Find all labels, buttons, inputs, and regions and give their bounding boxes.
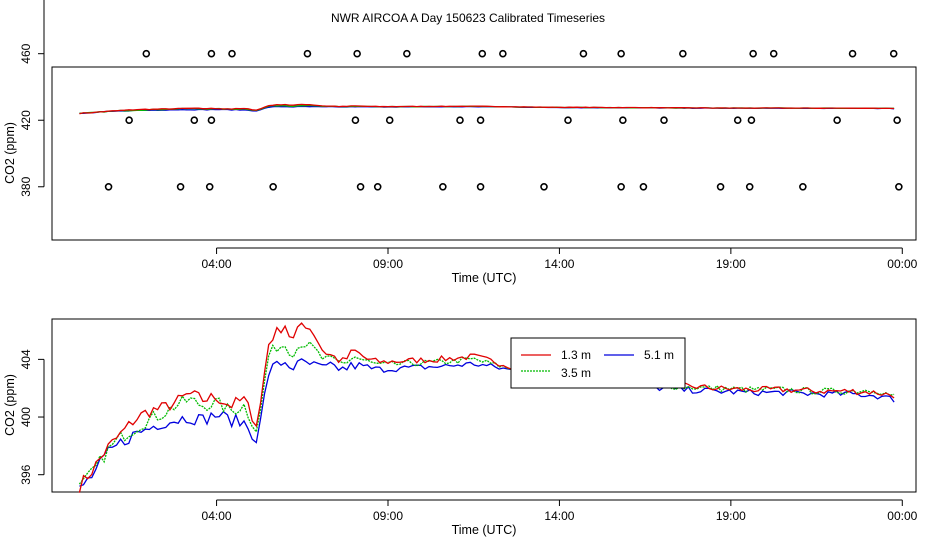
series-line-13m [78, 322, 895, 493]
scatter-point [564, 116, 572, 125]
scatter-point [848, 49, 857, 58]
scatter-point [579, 49, 588, 58]
legend: 1.3 m 5.1 m 3.5 m [510, 337, 686, 389]
top-series-line-13m [79, 103, 895, 115]
bottom-panel: 04:00 09:00 14:00 19:00 00:00 396 400 404 Time… [3, 318, 918, 537]
legend-label-1: 1.3 m [561, 348, 591, 362]
x-tick-label: 14:00 [544, 509, 574, 523]
scatter-point [799, 182, 807, 191]
x-tick-label: 19:00 [716, 509, 746, 523]
top-x-axis-label: Time (UTC) [452, 271, 517, 285]
top-y-axis-label: CO2 (ppm) [3, 122, 17, 184]
scatter-point [499, 49, 507, 58]
y-tick-label: 380 [19, 176, 33, 196]
y-tick-label: 420 [19, 110, 33, 130]
scatter-point [476, 182, 485, 191]
scatter-point [733, 116, 742, 125]
scatter-point [125, 116, 133, 125]
scatter-point [205, 182, 214, 191]
x-tick-label: 19:00 [716, 257, 746, 271]
x-tick-label: 14:00 [544, 257, 574, 271]
scatter-point [190, 116, 199, 125]
scatter-point [769, 49, 778, 58]
scatter-point [895, 182, 903, 191]
x-tick-label: 09:00 [373, 257, 403, 271]
scatter-point [303, 49, 312, 58]
scatter-point [745, 182, 754, 191]
x-tick-label: 04:00 [202, 257, 232, 271]
bottom-y-axis-label: CO2 (ppm) [3, 374, 17, 436]
series-line-35m [78, 341, 895, 485]
bottom-x-axis-label: Time (UTC) [452, 523, 517, 537]
y-tick-label: 396 [19, 464, 33, 484]
scatter-point [353, 49, 361, 58]
x-tick-label: 00:00 [887, 257, 917, 271]
x-tick-label: 09:00 [373, 509, 403, 523]
scatter-point [356, 182, 365, 191]
x-tick-label: 04:00 [202, 509, 232, 523]
scatter-point [207, 116, 216, 125]
legend-box [510, 337, 686, 389]
scatter-point [385, 116, 394, 125]
series-line-51m [79, 358, 895, 487]
scatter-point [660, 116, 668, 125]
legend-label-2: 5.1 m [644, 348, 674, 362]
scatter-point [617, 49, 625, 58]
scatter-point [176, 182, 185, 191]
scatter-point [228, 49, 236, 58]
scatter-point [403, 49, 411, 58]
top-series-lines [79, 103, 895, 115]
scatter-point [679, 49, 687, 58]
scatter-point [142, 49, 151, 58]
top-x-axis: 04:00 09:00 14:00 19:00 00:00 [202, 247, 918, 271]
scatter-point [456, 116, 464, 125]
scatter-point [747, 116, 756, 125]
y-tick-label: 404 [19, 349, 33, 369]
scatter-point [617, 182, 625, 191]
scatter-point [619, 116, 627, 125]
scatter-point [207, 49, 216, 58]
legend-label-3: 3.5 m [561, 366, 591, 380]
scatter-point [478, 49, 487, 58]
x-tick-label: 00:00 [887, 509, 917, 523]
top-plot-frame [51, 66, 917, 241]
y-tick-label: 400 [19, 407, 33, 427]
scatter-point [439, 182, 447, 191]
top-scatter-points [104, 49, 903, 191]
scatter-point [351, 116, 360, 125]
scatter-point [476, 116, 485, 125]
bottom-y-axis: 396 400 404 [19, 349, 45, 485]
scatter-point [269, 182, 277, 191]
scatter-point [893, 116, 901, 125]
scatter-point [749, 49, 757, 58]
scatter-point [889, 49, 898, 58]
scatter-point [104, 182, 113, 191]
scatter-point [833, 116, 841, 125]
y-tick-label: 460 [19, 43, 33, 63]
scatter-point [639, 182, 648, 191]
scatter-point [373, 182, 382, 191]
bottom-series-lines [78, 322, 895, 493]
bottom-plot-frame [51, 318, 917, 493]
scatter-point [716, 182, 725, 191]
chart-title: NWR AIRCOA A Day 150623 Calibrated Times… [331, 11, 605, 25]
scatter-point [540, 182, 548, 191]
top-y-axis: 380420460500 [19, 0, 45, 197]
bottom-x-axis: 04:00 09:00 14:00 19:00 00:00 [202, 499, 918, 523]
